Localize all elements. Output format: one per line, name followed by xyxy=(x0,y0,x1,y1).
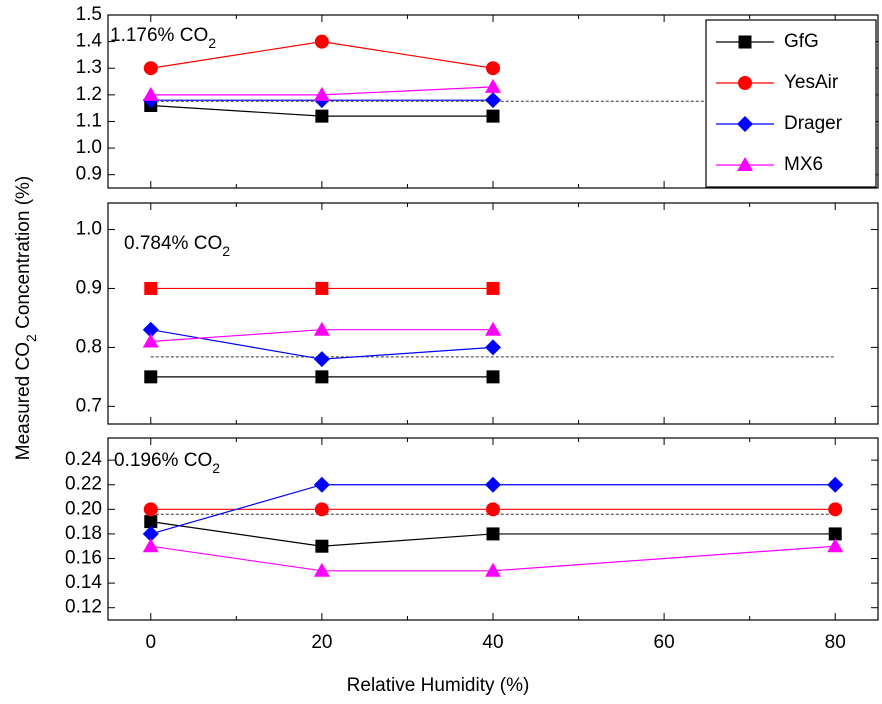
x-tick-label: 40 xyxy=(482,632,503,653)
legend-label: GfG xyxy=(784,31,819,52)
marker xyxy=(313,351,330,368)
marker xyxy=(738,76,752,90)
y-tick-label: 0.14 xyxy=(65,572,102,593)
annotation: 0.196% CO2 xyxy=(114,450,220,476)
marker xyxy=(143,502,158,517)
marker xyxy=(143,61,158,76)
marker xyxy=(142,525,159,542)
marker xyxy=(144,515,158,529)
y-tick-label: 0.22 xyxy=(65,474,102,495)
y-tick-label: 0.9 xyxy=(76,277,102,298)
legend-box xyxy=(705,19,877,188)
marker xyxy=(485,321,501,336)
marker xyxy=(315,370,329,384)
plot-frame xyxy=(107,202,879,425)
y-tick-label: 0.18 xyxy=(65,523,102,544)
marker xyxy=(486,109,500,123)
marker xyxy=(827,538,844,553)
y-tick-label: 1.1 xyxy=(76,110,102,131)
marker xyxy=(737,116,753,132)
marker xyxy=(485,78,501,93)
y-tick-label: 0.24 xyxy=(65,449,102,470)
text-part: 0.196% CO xyxy=(114,450,212,471)
subscript: 2 xyxy=(23,334,39,342)
y-tick-label: 1.0 xyxy=(76,137,102,158)
marker xyxy=(486,281,500,295)
text-part: Measured CO xyxy=(13,342,34,460)
marker xyxy=(827,476,844,493)
x-tick-label: 60 xyxy=(654,632,675,653)
marker xyxy=(486,527,500,541)
marker xyxy=(314,34,329,49)
legend-label: Drager xyxy=(784,113,843,134)
marker xyxy=(485,476,501,493)
marker xyxy=(315,539,329,553)
y-tick-label: 0.12 xyxy=(65,597,102,618)
x-axis-label: Relative Humidity (%) xyxy=(347,675,530,696)
y-axis-label: Measured CO2 Concentration (%) xyxy=(13,176,39,460)
y-tick-label: 0.16 xyxy=(65,548,102,569)
x-tick-label: 20 xyxy=(311,632,332,653)
marker xyxy=(315,281,329,295)
marker xyxy=(313,86,330,101)
annotation: 0.784% CO2 xyxy=(124,233,230,259)
y-tick-label: 1.0 xyxy=(76,219,102,240)
marker xyxy=(485,562,501,577)
y-tick-label: 1.4 xyxy=(76,31,103,52)
text-part: 1.176% CO xyxy=(110,25,208,46)
subscript: 2 xyxy=(208,35,216,51)
marker xyxy=(486,370,500,384)
series-line xyxy=(150,484,836,535)
x-tick-label: 80 xyxy=(825,632,846,653)
marker xyxy=(314,502,329,517)
annotation: 1.176% CO2 xyxy=(110,25,216,51)
subscript: 2 xyxy=(212,460,220,476)
y-tick-label: 1.2 xyxy=(76,84,102,105)
y-tick-label: 0.8 xyxy=(76,336,102,357)
subscript: 2 xyxy=(222,243,230,259)
marker xyxy=(313,321,330,336)
y-tick-label: 0.7 xyxy=(76,395,102,416)
marker xyxy=(737,157,753,171)
marker xyxy=(486,502,500,517)
y-tick-label: 0.9 xyxy=(76,164,102,185)
marker xyxy=(144,281,158,295)
y-tick-label: 1.3 xyxy=(76,57,102,78)
marker xyxy=(142,538,159,553)
y-tick-label: 0.20 xyxy=(65,498,102,519)
legend-label: MX6 xyxy=(784,154,823,175)
text-part: Concentration (%) xyxy=(13,176,34,334)
marker xyxy=(313,562,330,577)
text-part: 0.784% CO xyxy=(124,233,222,254)
marker xyxy=(142,86,159,101)
marker xyxy=(828,527,842,541)
marker xyxy=(485,92,501,109)
marker xyxy=(142,333,159,348)
x-tick-label: 0 xyxy=(145,632,156,653)
series-line xyxy=(150,545,836,572)
marker xyxy=(315,109,329,123)
marker xyxy=(142,321,159,338)
marker xyxy=(144,370,158,384)
legend-label: YesAir xyxy=(784,72,839,93)
marker xyxy=(486,61,500,76)
y-tick-label: 1.5 xyxy=(76,4,102,25)
marker xyxy=(313,476,330,493)
marker xyxy=(738,35,752,49)
marker xyxy=(485,339,501,356)
series-line xyxy=(150,521,836,547)
marker xyxy=(828,502,843,517)
